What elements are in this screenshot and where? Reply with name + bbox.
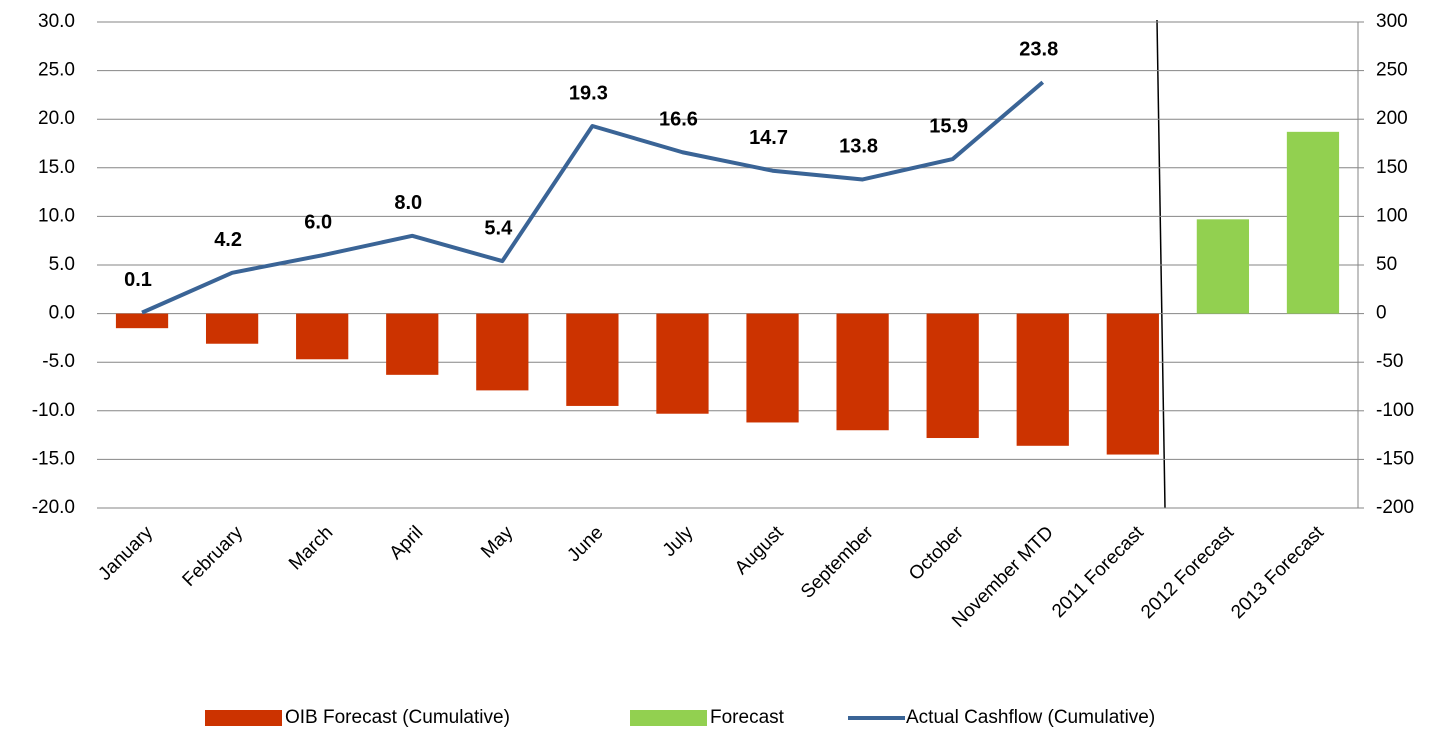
x-tick-label: January [94,522,157,585]
data-label: 15.9 [929,115,968,137]
data-label: 13.8 [839,136,878,158]
y2-tick-label: -200 [1376,497,1414,518]
bar [115,313,169,329]
legend-swatch [205,710,282,726]
bar [1106,313,1159,455]
x-tick-label: February [179,522,248,591]
data-label: 8.0 [394,192,422,214]
x-tick-label: 2011 Forecast [1048,522,1148,622]
x-tick-label: March [285,522,337,574]
y2-tick-label: 100 [1376,205,1408,226]
y-tick-label: -20.0 [32,497,75,518]
x-tick-label: September [797,522,878,603]
x-tick-label: 2013 Forecast [1227,522,1328,623]
bar [836,313,889,431]
bar [205,313,259,344]
y2-tick-label: 0 [1376,303,1387,324]
y2-tick-label: -50 [1376,351,1403,372]
data-label: 5.4 [484,217,513,239]
y-tick-label: 10.0 [38,205,75,226]
legend-label: Actual Cashflow (Cumulative) [906,707,1155,728]
x-tick-label: October [905,522,968,585]
x-tick-label: April [386,522,428,564]
x-tick-label: May [477,522,518,563]
y-tick-label: 20.0 [38,108,75,129]
bar [386,313,439,375]
data-label: 23.8 [1019,39,1058,61]
legend-label: OIB Forecast (Cumulative) [285,707,510,728]
data-label: 6.0 [304,212,332,234]
y-tick-label: 30.0 [38,11,75,32]
y2-tick-label: -150 [1376,448,1414,469]
bar [746,313,799,423]
bar [1016,313,1069,446]
y2-tick-label: 300 [1376,11,1408,32]
y-tick-label: 15.0 [38,157,75,178]
y-tick-label: 25.0 [38,60,75,81]
line [141,80,1045,315]
y2-tick-label: 50 [1376,254,1397,275]
bar [926,313,979,439]
y-tick-label: 5.0 [49,254,75,275]
legend-swatch [630,710,707,726]
x-tick-label: August [731,522,788,579]
y2-tick-label: -100 [1376,400,1414,421]
bar [566,313,619,406]
bar [656,313,709,414]
bar [1286,131,1340,314]
bar [476,313,529,391]
data-label: 4.2 [214,229,242,251]
data-label: 0.1 [124,269,152,291]
bar [296,313,349,360]
y-tick-label: 0.0 [49,303,75,324]
x-tick-label: July [659,522,698,561]
legend-label: Forecast [710,707,785,728]
x-tick-label: 2012 Forecast [1137,522,1238,623]
grid [97,21,1358,509]
y-tick-label: -15.0 [32,448,75,469]
x-tick-label: June [563,522,607,566]
y2-tick-label: 200 [1376,108,1408,129]
divider-line [1156,19,1166,509]
y2-tick-label: 250 [1376,60,1408,81]
y-tick-label: -10.0 [32,400,75,421]
bar [1196,219,1250,314]
y2-tick-label: 150 [1376,157,1408,178]
data-label: 16.6 [659,109,698,131]
data-label: 14.7 [749,127,788,149]
data-label: 19.3 [569,82,608,104]
y-tick-label: -5.0 [42,351,75,372]
